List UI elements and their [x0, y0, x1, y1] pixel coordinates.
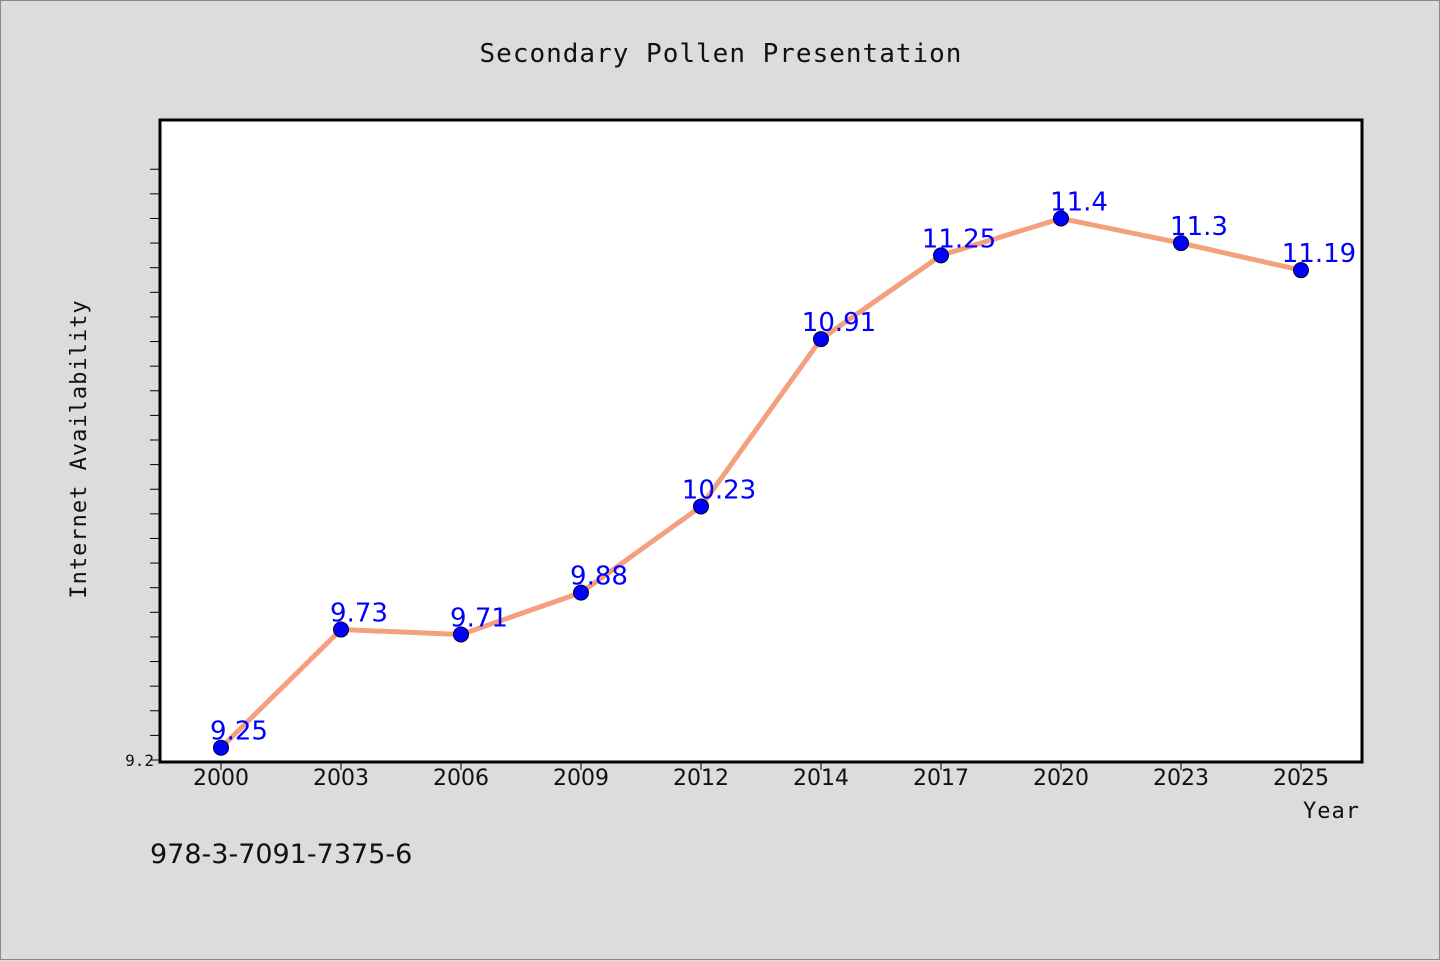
x-axis-label: Year — [1303, 799, 1360, 824]
data-label: 10.91 — [802, 308, 876, 338]
data-label: 10.23 — [682, 475, 756, 505]
x-tick-label: 2003 — [313, 766, 369, 791]
y-axis-ticks: 9.2 — [125, 168, 160, 770]
x-tick-label: 2012 — [673, 766, 729, 791]
data-label: 11.25 — [922, 224, 996, 254]
data-point — [933, 247, 949, 264]
data-point — [1293, 262, 1309, 279]
data-point — [1053, 210, 1069, 227]
data-point — [573, 584, 589, 601]
x-tick-label: 2017 — [913, 766, 969, 791]
x-tick-label: 2025 — [1273, 766, 1329, 791]
data-point — [1173, 235, 1189, 252]
data-label: 9.25 — [210, 717, 268, 747]
x-tick-label: 2014 — [793, 766, 849, 791]
data-point — [333, 621, 349, 638]
data-label: 11.3 — [1170, 212, 1228, 242]
series-line — [218, 215, 1304, 751]
data-label: 9.73 — [330, 599, 388, 629]
data-label: 11.4 — [1050, 187, 1108, 217]
chart-title: Secondary Pollen Presentation — [480, 39, 963, 69]
y-axis-label: Internet Availability — [67, 299, 92, 598]
data-labels: 9.25 9.73 9.71 9.88 10.23 10.91 11.25 11.4 11.3 1… — [210, 187, 1356, 746]
x-tick-label: 2009 — [553, 766, 609, 791]
x-tick-label: 2000 — [193, 766, 249, 791]
series-markers — [213, 210, 1309, 756]
data-point — [453, 626, 469, 643]
data-point — [693, 498, 709, 515]
x-tick-label: 2006 — [433, 766, 489, 791]
data-label: 9.71 — [450, 603, 508, 633]
x-axis-ticks: 2000 2003 2006 2009 2012 2014 2017 2020 2023 2025 — [193, 762, 1329, 791]
data-point — [813, 331, 829, 348]
isbn-text: 978-3-7091-7375-6 — [150, 839, 412, 870]
series-line-group — [218, 215, 1304, 751]
x-tick-label: 2020 — [1033, 766, 1089, 791]
x-tick-label: 2023 — [1153, 766, 1209, 791]
data-point — [213, 739, 229, 756]
data-label: 11.19 — [1282, 239, 1356, 269]
plot-area — [158, 118, 1364, 764]
data-label: 9.88 — [570, 562, 628, 592]
y-tick-label: 9.2 — [125, 751, 154, 770]
